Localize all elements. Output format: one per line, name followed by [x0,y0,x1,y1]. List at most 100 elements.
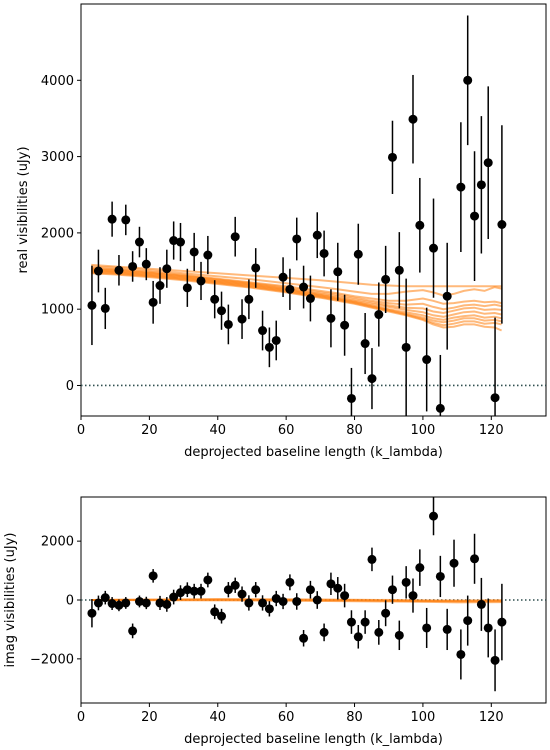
real-plot-frame [80,3,547,417]
imag-x-tick-label: 40 [209,710,226,725]
real-data-point [148,297,158,307]
real-data-point [312,230,322,240]
real-data-point [134,237,144,247]
real-x-tick-label: 100 [410,423,435,438]
real-data-point [264,342,274,352]
real-data-point [114,265,124,275]
real-data-point [169,236,179,246]
real-data-point [319,248,329,258]
real-data-point [121,215,131,225]
real-data-point [278,272,288,282]
imag-x-axis-label: deprojected baseline length (k_lambda) [184,732,443,747]
imag-data-point [305,585,315,595]
real-data-point [326,313,336,323]
imag-data-point [278,596,288,606]
real-data-point [100,303,110,313]
real-visibilities-panel: 0 20 40 60 80 100 120 0 1000 2000 3000 4000 deproje… [16,3,547,460]
real-data-point [456,182,466,192]
real-data-point [401,342,411,352]
real-data-point [223,319,233,329]
imag-data-point [470,554,480,564]
imag-data-point [401,577,411,587]
imag-data-point [435,571,445,581]
real-data-point [415,220,425,230]
real-data-point [128,261,138,271]
imag-data-point [134,596,144,606]
real-data-point [292,234,302,244]
imag-data-point [264,604,274,614]
imag-data-point [100,593,110,603]
imag-data-point [353,632,363,642]
real-data-point [305,294,315,304]
real-y-tick-label: 2000 [41,226,74,241]
imag-data-point [196,586,206,596]
imag-data-point [128,626,138,636]
imag-visibilities-panel: 0 20 40 60 80 100 120 −2000 0 2000 deprojected ba… [3,496,547,747]
imag-data-point [463,616,473,626]
real-data-point [429,243,439,253]
real-data-point [346,393,356,403]
imag-data-point [292,596,302,606]
real-data-point [353,249,363,259]
real-data-point [490,393,500,403]
imag-x-tick-label: 20 [141,710,158,725]
real-x-tick-label: 80 [346,423,363,438]
imag-data-point [422,623,432,633]
real-data-point [483,158,493,168]
imag-data-point [141,598,151,608]
real-data-point [107,214,117,224]
real-x-tick-label: 120 [479,423,504,438]
real-data-point [442,291,452,301]
real-y-axis-label: real visibilities (uJy) [16,146,31,273]
real-data-point [182,283,192,293]
real-data-point [374,310,384,320]
imag-data-point [175,588,185,598]
real-data-point [93,266,103,276]
imag-y-axis-label: imag visibilities (uJy) [3,533,18,668]
imag-y-tick-label: 2000 [41,535,74,550]
imag-x-tick-label: 120 [479,710,504,725]
imag-x-tick-label: 60 [278,710,295,725]
imag-data-point [87,608,97,618]
imag-data-point [217,611,227,621]
real-data-point [463,75,473,85]
imag-data-point [415,563,425,573]
real-data-point [87,300,97,310]
real-data-point [476,180,486,190]
real-data-point [189,247,199,257]
imag-data-point [258,598,268,608]
imag-y-tick-label: −2000 [30,652,74,667]
real-data-point [217,306,227,316]
real-data-point [285,284,295,294]
real-x-tick-label: 60 [278,423,295,438]
imag-data-point [476,599,486,609]
real-data-point [251,263,261,273]
real-data-point [244,294,254,304]
imag-data-point [285,577,295,587]
imag-y-tick-label: 0 [66,594,74,609]
imag-data-point [497,617,507,627]
imag-data-point [162,599,172,609]
real-data-point [470,211,480,221]
real-data-point [360,339,370,349]
imag-data-point [121,598,131,608]
real-data-point [230,232,240,242]
real-y-tick-label: 4000 [41,74,74,89]
real-data-point [367,374,377,384]
real-data-point [333,267,343,277]
imag-data-point [483,623,493,633]
imag-data-point [93,598,103,608]
real-data-point [196,276,206,286]
imag-data-point [394,630,404,640]
real-data-point [299,282,309,292]
imag-x-tick-label: 100 [410,710,435,725]
real-data-point [162,264,172,274]
imag-data-point [210,607,220,617]
imag-data-point [244,598,254,608]
real-data-point [141,259,151,269]
imag-data-point [223,585,233,595]
real-data-point [175,237,185,247]
real-x-tick-label: 20 [141,423,158,438]
imag-data-point [237,589,247,599]
